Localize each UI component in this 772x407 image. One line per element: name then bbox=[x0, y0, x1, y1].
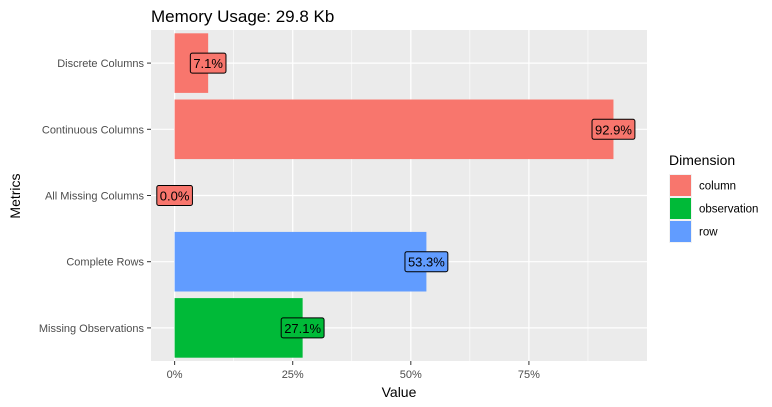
data-label-box-4 bbox=[280, 317, 325, 339]
x-tick-label-0: 0% bbox=[167, 369, 183, 381]
data-label-text-3: 53.3% bbox=[408, 255, 445, 270]
legend-label-column: column bbox=[699, 181, 736, 193]
data-label-4: 27.1% bbox=[280, 317, 325, 339]
legend-swatch-column bbox=[670, 175, 691, 196]
x-tick-label-2: 50% bbox=[400, 369, 422, 381]
bars bbox=[174, 33, 614, 358]
y-tick-label-3: Complete Rows bbox=[66, 257, 144, 269]
chart-title: Memory Usage: 29.8 Kb bbox=[151, 7, 334, 26]
legend-label-row: row bbox=[699, 227, 718, 239]
x-axis: 0% 25% 50% 75% bbox=[167, 361, 540, 381]
data-label-text-1: 92.9% bbox=[595, 122, 632, 137]
x-tick-label-1: 25% bbox=[282, 369, 304, 381]
y-axis-title: Metrics bbox=[7, 173, 23, 218]
y-tick-label-0: Discrete Columns bbox=[57, 58, 144, 70]
legend-label-observation: observation bbox=[699, 204, 758, 216]
y-tick-label-1: Continuous Columns bbox=[42, 124, 145, 136]
legend-item-row: row bbox=[669, 220, 718, 243]
data-label-1: 92.9% bbox=[591, 118, 636, 140]
legend-item-column: column bbox=[669, 174, 736, 197]
data-label-box-0 bbox=[189, 52, 227, 74]
data-label-text-0: 7.1% bbox=[193, 56, 223, 71]
legend-swatch-row bbox=[670, 221, 691, 242]
x-axis-title: Value bbox=[382, 384, 417, 400]
data-label-text-2: 0.0% bbox=[160, 189, 190, 204]
data-label-0: 7.1% bbox=[189, 52, 227, 74]
legend-items: column observation row bbox=[669, 174, 758, 243]
data-label-box-1 bbox=[591, 118, 636, 140]
y-axis: Discrete Columns Continuous Columns All Mi… bbox=[39, 58, 151, 335]
legend-title: Dimension bbox=[669, 152, 735, 168]
legend-swatch-observation bbox=[670, 198, 691, 219]
bar-3 bbox=[174, 231, 427, 292]
data-labels: 7.1% 92.9% 0.0% 53.3% 27.1% bbox=[156, 52, 636, 339]
data-label-box-3 bbox=[404, 251, 449, 273]
data-label-3: 53.3% bbox=[404, 251, 449, 273]
y-tick-label-4: Missing Observations bbox=[39, 323, 145, 335]
bar-1 bbox=[174, 99, 614, 160]
legend-item-observation: observation bbox=[669, 197, 758, 220]
x-tick-label-3: 75% bbox=[518, 369, 540, 381]
data-label-text-4: 27.1% bbox=[284, 321, 321, 336]
data-label-box-2 bbox=[156, 185, 193, 206]
legend: Dimension column observation row bbox=[669, 152, 758, 243]
y-tick-label-2: All Missing Columns bbox=[45, 191, 145, 203]
data-label-2: 0.0% bbox=[156, 185, 193, 206]
